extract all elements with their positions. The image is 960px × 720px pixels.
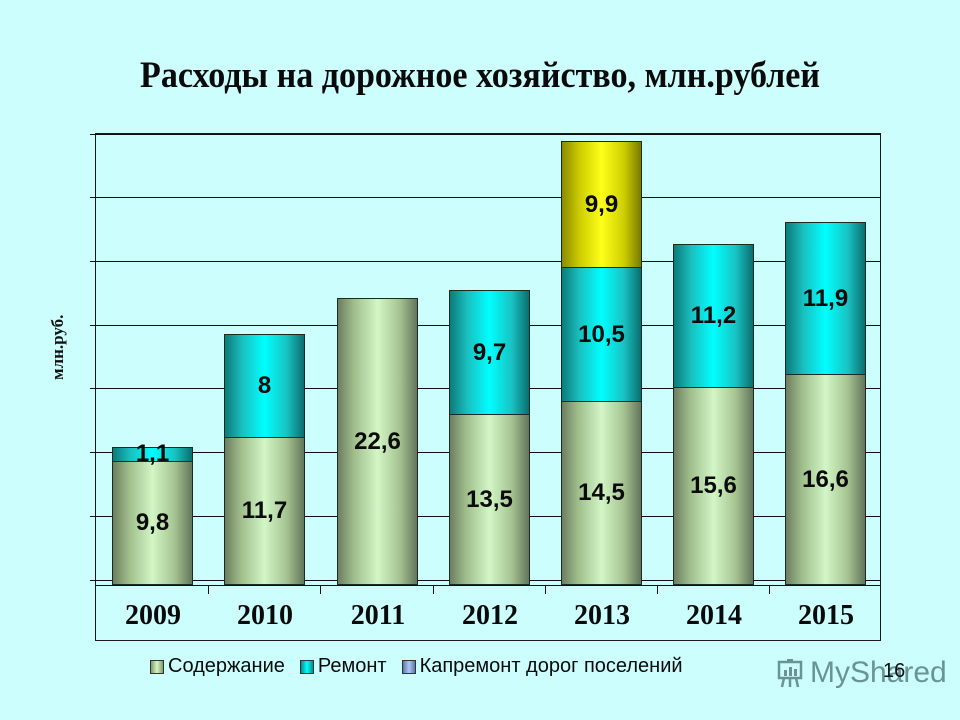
page-number: 16 [883, 660, 906, 682]
y-tick [90, 388, 96, 389]
data-label: 9,9 [584, 190, 619, 218]
x-tick [433, 586, 434, 594]
y-tick [90, 197, 96, 198]
data-label: 22,6 [354, 427, 401, 455]
x-label-2009: 2009 [125, 600, 181, 631]
legend-swatch-icon [401, 659, 416, 674]
legend: Содержание Ремонт Капремонт дорог поселе… [150, 655, 691, 678]
legend-item-remont: Ремонт [299, 655, 387, 678]
legend-label: Капремонт дорог поселений [419, 655, 683, 677]
data-label: 15,6 [690, 472, 737, 499]
watermark: MyShared [776, 656, 947, 690]
x-label-2014: 2014 [686, 600, 742, 631]
legend-swatch-icon [299, 659, 314, 674]
presentation-board-icon [777, 659, 803, 688]
data-label: 11,2 [690, 302, 737, 329]
y-tick [90, 261, 96, 262]
x-tick [545, 586, 546, 594]
gridline [95, 134, 881, 135]
data-label: 9,7 [472, 338, 507, 366]
legend-swatch-icon [150, 659, 164, 674]
segment-remont: 11,2 [673, 244, 754, 388]
plot-area [95, 133, 881, 641]
segment-remont: 9,7 [449, 290, 530, 415]
data-label: 13,5 [466, 485, 513, 513]
segment-remont: 1,1 [112, 440, 193, 467]
gridline [95, 197, 881, 198]
x-label-2010: 2010 [237, 600, 293, 631]
data-label: 9,8 [135, 509, 170, 536]
legend-label: Содержание [168, 655, 285, 677]
data-label: 11,9 [802, 284, 849, 312]
gridline [95, 261, 881, 262]
segment-soderzhanie: 9,8 [112, 461, 193, 585]
segment-remont: 8 [224, 334, 305, 438]
segment-kapremont: 9,9 [561, 141, 642, 268]
legend-item-soderzhanie: Содержание [150, 655, 285, 678]
y-tick [90, 452, 96, 453]
segment-soderzhanie: 15,6 [673, 387, 754, 585]
x-label-2011: 2011 [350, 600, 406, 631]
chart-title: Расходы на дорожное хозяйство, млн.рубле… [140, 55, 820, 96]
x-label-2015: 2015 [798, 600, 854, 631]
x-label-2013: 2013 [574, 600, 630, 631]
x-tick [320, 586, 321, 594]
segment-soderzhanie: 14,5 [561, 401, 642, 585]
legend-item-kapremont: Капремонт дорог поселений [401, 655, 683, 678]
x-tick [657, 586, 658, 594]
watermark-text: MyShared [810, 656, 947, 689]
y-axis-label: млн.руб. [48, 314, 67, 380]
data-label: 8 [257, 372, 272, 399]
segment-remont: 11,9 [785, 222, 866, 375]
segment-soderzhanie: 16,6 [785, 374, 866, 585]
segment-soderzhanie: 13,5 [449, 414, 530, 585]
x-axis-line [95, 585, 881, 586]
y-tick [90, 516, 96, 517]
y-tick [90, 134, 96, 135]
data-label: 16,6 [802, 465, 849, 493]
segment-remont: 10,5 [561, 267, 642, 402]
x-tick [208, 586, 209, 594]
y-tick [90, 580, 96, 581]
x-tick [769, 586, 770, 594]
segment-soderzhanie: 22,6 [337, 298, 418, 585]
data-label: 10,5 [578, 320, 625, 348]
x-label-2012: 2012 [462, 600, 518, 631]
legend-label: Ремонт [317, 655, 387, 677]
data-label: 11,7 [241, 497, 288, 524]
data-label: 1,1 [135, 439, 170, 467]
data-label: 14,5 [578, 479, 625, 506]
segment-soderzhanie: 11,7 [224, 437, 305, 585]
y-tick [90, 325, 96, 326]
